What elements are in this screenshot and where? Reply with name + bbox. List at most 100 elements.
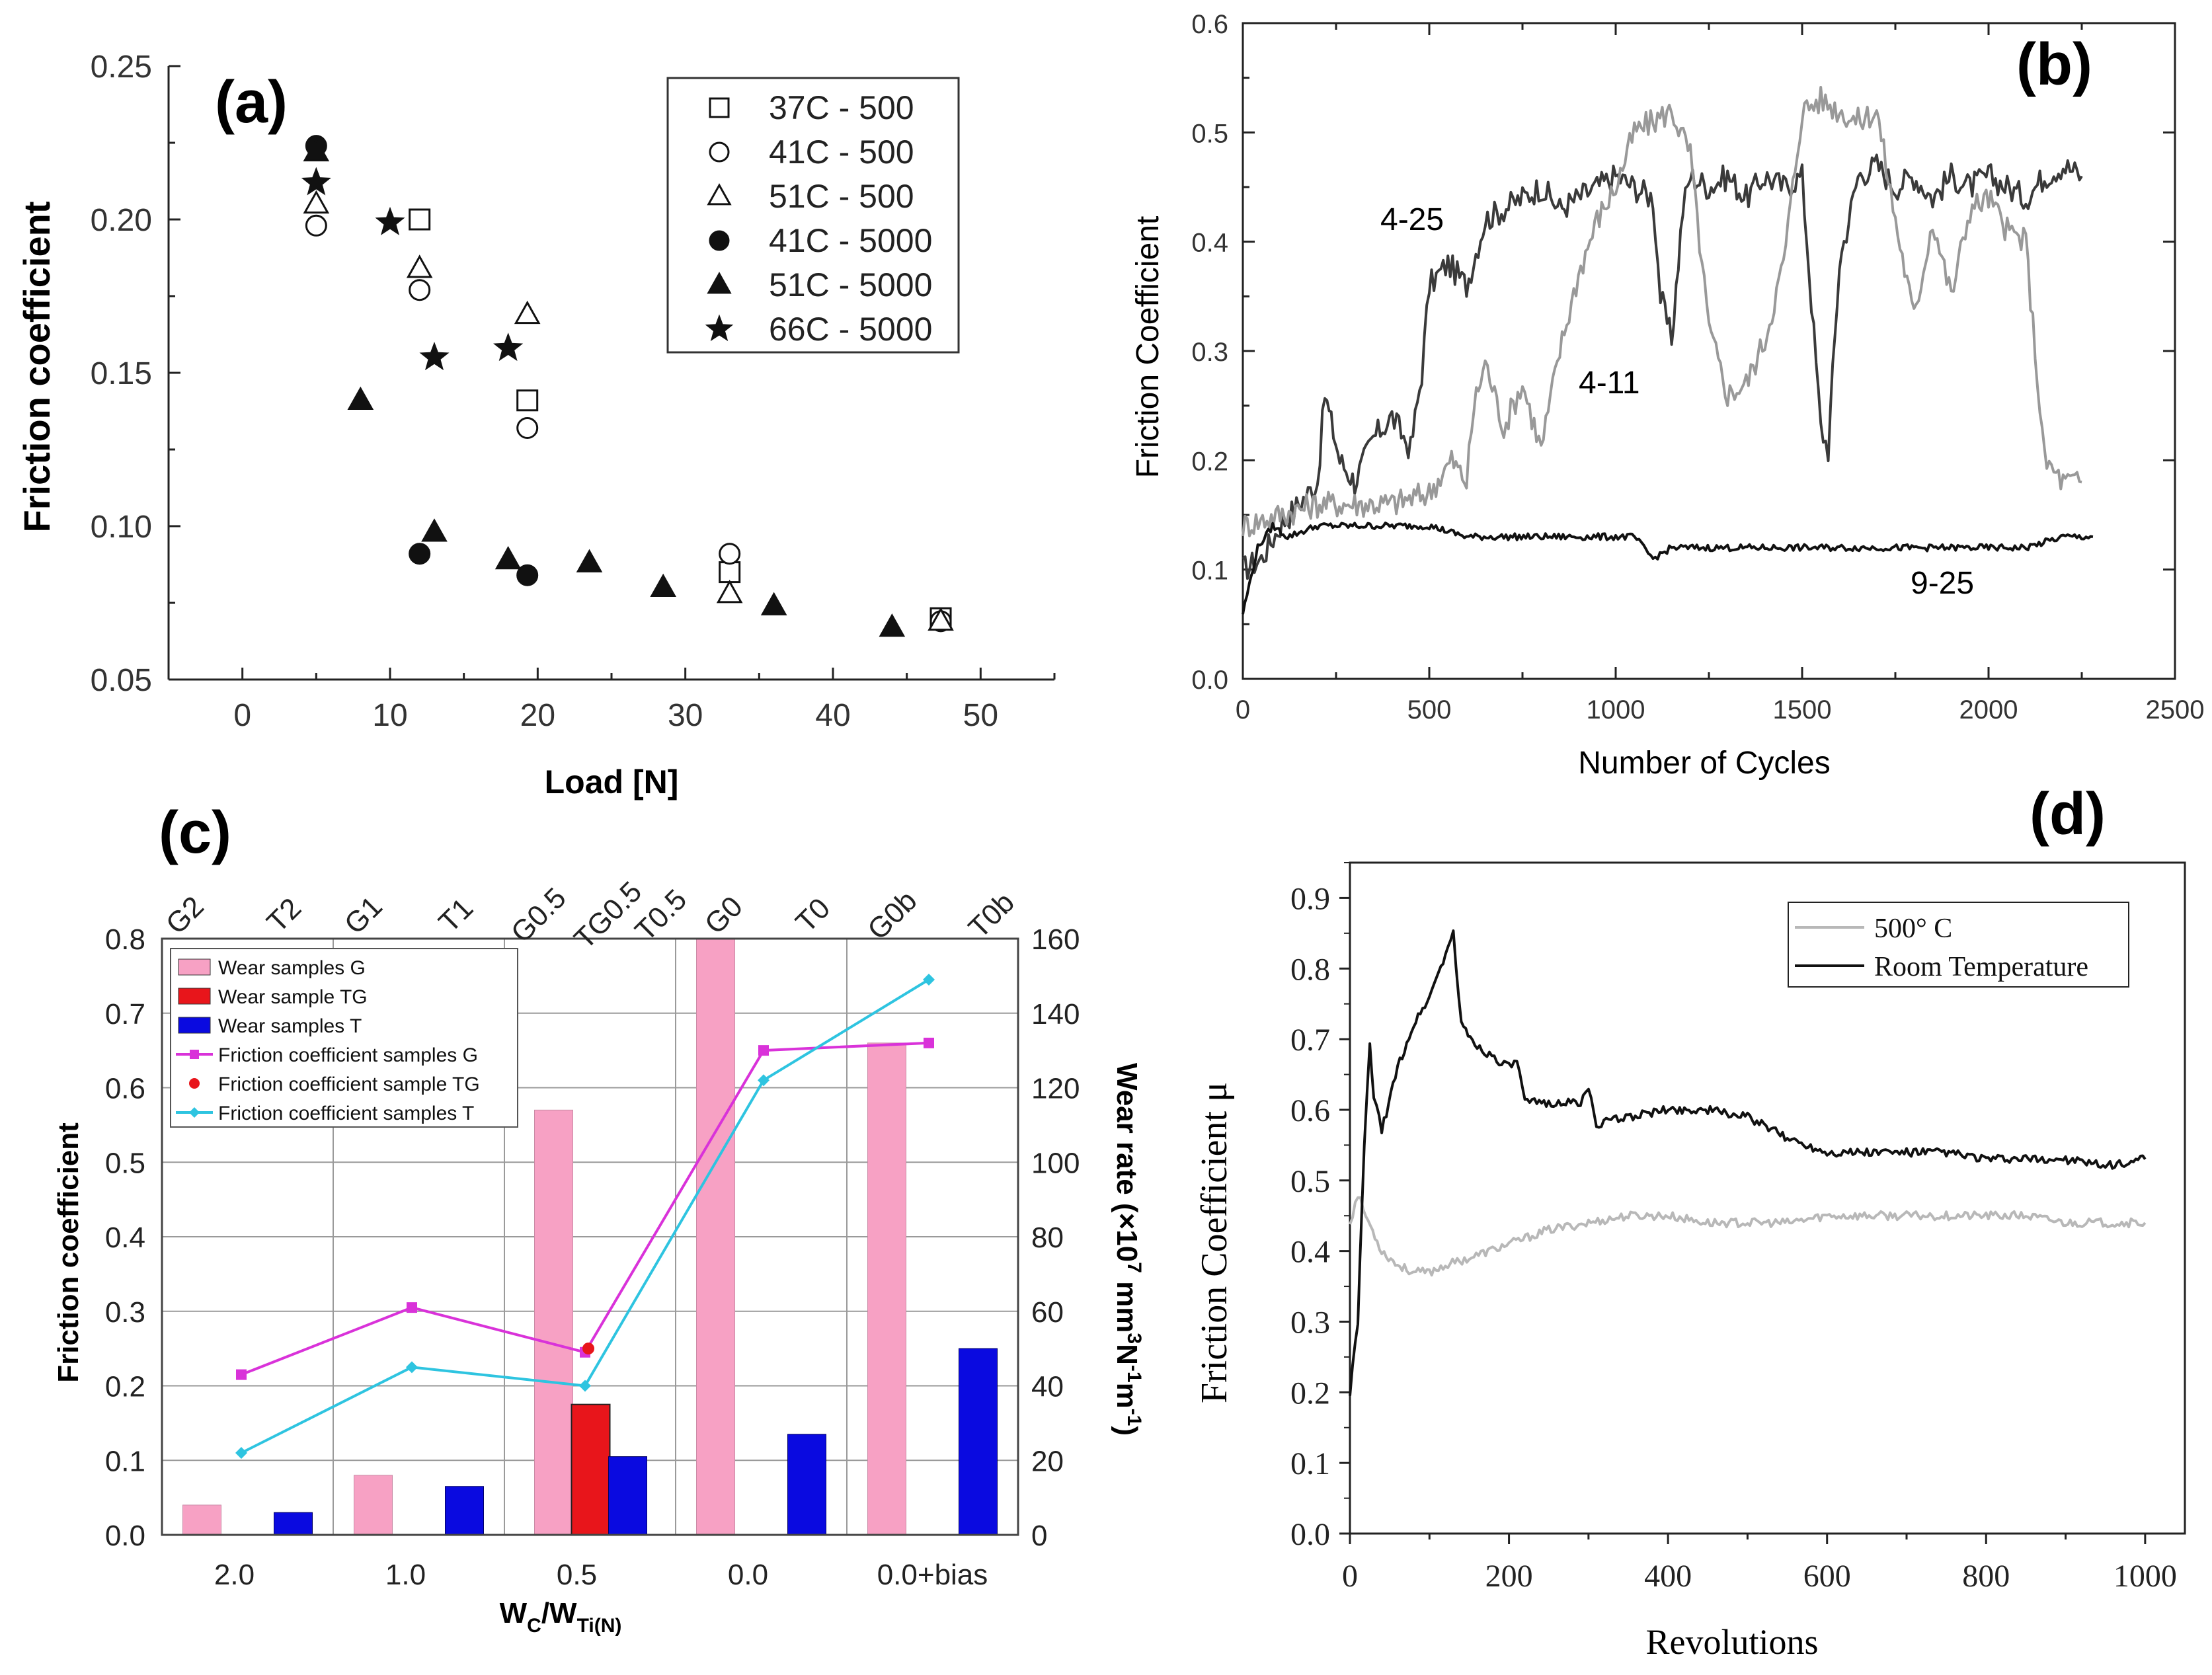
c-x-tick-label: 2.0 xyxy=(214,1559,255,1591)
d-x-tick-label: 1000 xyxy=(2113,1559,2177,1594)
panel-d-y-axis-label: Friction Coefficient μ xyxy=(1194,1082,1235,1403)
b-x-tick-label: 1000 xyxy=(1587,695,1645,724)
c-legend-label: Friction coefficient sample TG xyxy=(218,1073,480,1095)
c-legend-marker xyxy=(189,1078,200,1089)
d-y-tick-label: 0.7 xyxy=(1290,1023,1330,1058)
a-legend-label: 37C - 500 xyxy=(769,89,914,126)
c-y-tick-label: 0.8 xyxy=(105,923,145,956)
a-x-tick-label: 40 xyxy=(815,698,850,733)
a-y-tick-label: 0.10 xyxy=(91,510,152,545)
c-x-tick-label: 0.0 xyxy=(728,1559,768,1591)
c-bar-wear-g xyxy=(696,938,735,1536)
a-marker-triangle-filled xyxy=(879,613,906,637)
c-legend-swatch xyxy=(178,958,211,976)
d-legend-label: Room Temperature xyxy=(1874,952,2088,982)
panel-a-label: (a) xyxy=(215,69,288,136)
c-y2-tick-label: 80 xyxy=(1031,1222,1064,1254)
a-legend-marker xyxy=(709,230,730,251)
panel-b-series-lines xyxy=(1242,86,2094,615)
b-y-tick-label: 0.3 xyxy=(1191,338,1228,367)
d-y-tick-label: 0.9 xyxy=(1290,881,1330,916)
a-x-tick-label: 0 xyxy=(233,698,251,733)
c-bar-wear-g xyxy=(182,1504,221,1536)
c-y2-tick-label: 60 xyxy=(1031,1296,1064,1329)
panel-a-y-axis-label: Friction coefficient xyxy=(16,202,58,533)
b-y-tick-label: 0.2 xyxy=(1191,447,1228,476)
b-series-9-25 xyxy=(1242,522,2094,615)
a-x-tick-label: 10 xyxy=(372,698,407,733)
c-marker-diamond xyxy=(758,1074,770,1087)
panel-d-axes xyxy=(1339,861,2186,1544)
a-legend-marker xyxy=(709,97,730,118)
panel-b-label: (b) xyxy=(2016,32,2092,98)
c-x-tick-label: 0.5 xyxy=(557,1559,597,1591)
d-x-tick-label: 400 xyxy=(1644,1559,1692,1594)
panel-d-x-axis-label: Revolutions xyxy=(1645,1622,1818,1662)
c-legend-label: Wear samples T xyxy=(218,1015,362,1037)
c-y2-tick-label: 100 xyxy=(1031,1147,1080,1179)
c-legend-label: Friction coefficient samples G xyxy=(218,1044,478,1066)
c-marker-tg xyxy=(582,1343,594,1355)
a-marker-circle-open xyxy=(305,214,327,237)
b-y-tick-label: 0.1 xyxy=(1191,557,1228,586)
a-legend-marker xyxy=(705,314,734,342)
panel-c-axes xyxy=(161,937,1019,1536)
panel-c-bars xyxy=(182,938,998,1536)
a-marker-triangle-open xyxy=(303,190,330,214)
c-bar-wear-tg xyxy=(571,1403,611,1536)
c-legend-marker xyxy=(190,1050,199,1059)
c-marker-diamond xyxy=(923,974,935,986)
c-marker-diamond xyxy=(579,1380,591,1392)
c-legend-label: Friction coefficient samples T xyxy=(218,1103,474,1124)
d-y-tick-label: 0.8 xyxy=(1290,952,1330,987)
a-marker-square-open xyxy=(719,561,741,584)
c-bar-wear-t xyxy=(274,1512,313,1536)
d-y-tick-label: 0.4 xyxy=(1290,1235,1330,1270)
b-x-tick-label: 2000 xyxy=(1959,695,2018,724)
d-y-tick-label: 0.3 xyxy=(1290,1305,1330,1340)
a-marker-triangle-open xyxy=(406,254,433,278)
a-legend-marker xyxy=(709,141,730,163)
c-y-tick-label: 0.1 xyxy=(105,1445,145,1477)
c-bar-wear-t xyxy=(608,1456,647,1536)
d-x-tick-label: 600 xyxy=(1803,1559,1851,1594)
panel-c-friction-lines xyxy=(235,974,935,1459)
d-series-Room Temperature xyxy=(1349,929,2147,1396)
d-y-tick-label: 0.1 xyxy=(1290,1446,1330,1481)
panel-d-legend: 500° C Room Temperature xyxy=(1788,902,2129,988)
c-y-tick-label: 0.7 xyxy=(105,998,145,1031)
a-marker-triangle-filled xyxy=(494,545,522,570)
c-y2-tick-label: 160 xyxy=(1031,923,1080,956)
b-x-tick-label: 1500 xyxy=(1773,695,1832,724)
d-legend-box xyxy=(1788,902,2129,988)
a-marker-circle-filled xyxy=(516,564,539,586)
panel-a-x-axis-label: Load [N] xyxy=(545,763,679,800)
a-marker-triangle-filled xyxy=(347,386,374,410)
a-marker-triangle-open xyxy=(514,300,541,325)
panel-d-tick-labels: 0.0 0.1 0.2 0.3 0.4 0.5 0.6 0.7 0.8 0.9 0 200 400 600… xyxy=(1290,881,2177,1594)
d-series-500° C xyxy=(1349,1196,2147,1277)
d-y-tick-label: 0.5 xyxy=(1290,1164,1330,1199)
b-series-4-11 xyxy=(1242,86,2082,537)
a-y-tick-label: 0.15 xyxy=(91,356,152,391)
b-y-tick-label: 0.0 xyxy=(1191,666,1228,695)
c-y2-tick-label: 20 xyxy=(1031,1445,1064,1477)
d-x-tick-label: 200 xyxy=(1485,1559,1533,1594)
a-marker-square-open xyxy=(516,389,539,412)
c-bar-wear-t xyxy=(959,1348,998,1536)
b-x-tick-label: 500 xyxy=(1407,695,1452,724)
c-x-tick-label: 1.0 xyxy=(385,1559,426,1591)
a-marker-triangle-filled xyxy=(303,137,330,162)
c-legend-label: Wear sample TG xyxy=(218,986,368,1008)
c-x-tick-label: 0.0+bias xyxy=(877,1559,988,1591)
c-y2-tick-label: 40 xyxy=(1031,1371,1064,1403)
a-marker-star-filled xyxy=(493,332,524,362)
panel-d-series-lines xyxy=(1349,929,2147,1396)
a-legend-box xyxy=(666,77,960,354)
a-legend-label: 51C - 5000 xyxy=(769,266,932,303)
a-marker-star-filled xyxy=(419,342,450,371)
a-x-tick-label: 50 xyxy=(963,698,998,733)
c-legend-swatch xyxy=(178,1017,211,1034)
c-y2-tick-label: 140 xyxy=(1031,998,1080,1031)
